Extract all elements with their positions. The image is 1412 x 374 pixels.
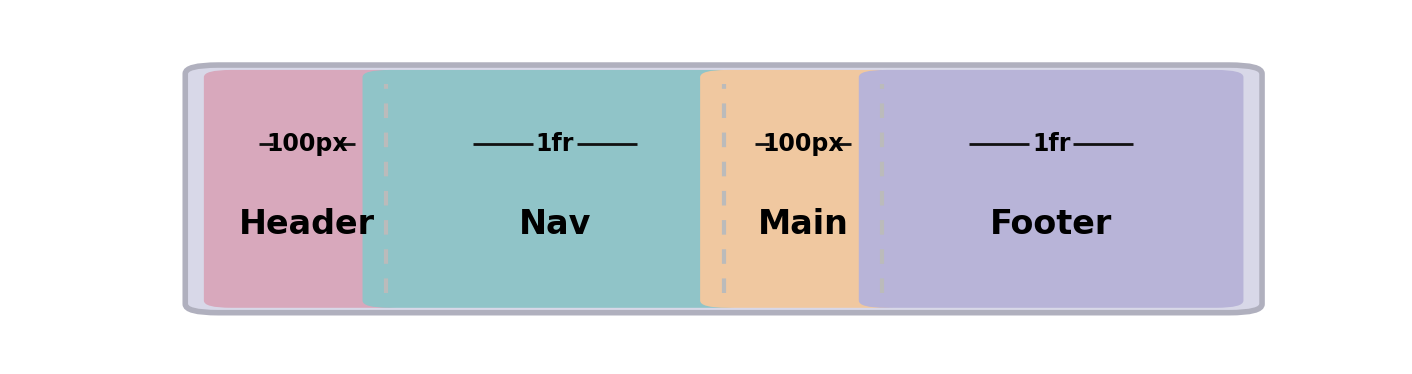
FancyBboxPatch shape [700, 70, 907, 308]
FancyBboxPatch shape [185, 65, 1262, 313]
Text: Main: Main [758, 208, 849, 241]
Text: 100px: 100px [265, 132, 347, 156]
Text: Header: Header [239, 208, 374, 241]
Text: Footer: Footer [990, 208, 1113, 241]
FancyBboxPatch shape [203, 70, 409, 308]
FancyBboxPatch shape [363, 70, 747, 308]
Text: 100px: 100px [762, 132, 844, 156]
Text: Nav: Nav [518, 208, 592, 241]
Text: 1fr: 1fr [1032, 132, 1070, 156]
FancyBboxPatch shape [858, 70, 1244, 308]
Text: 1fr: 1fr [535, 132, 575, 156]
